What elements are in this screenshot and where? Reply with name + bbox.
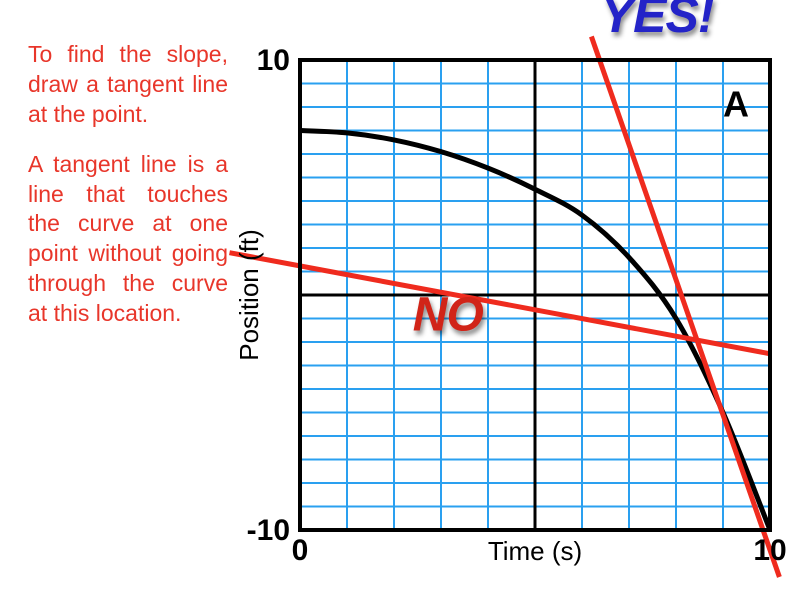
point-label-a: A [723, 83, 749, 124]
x-tick-label: 0 [292, 534, 309, 567]
y-axis-label: Position (ft) [234, 229, 264, 361]
tangent-line-correct [591, 37, 779, 578]
y-tick-label: -10 [247, 514, 290, 547]
x-axis-label: Time (s) [488, 536, 582, 566]
explanation-paragraph-1: To find the slope, draw a tangent line a… [28, 40, 228, 130]
tangent-line-incorrect [230, 253, 771, 354]
explanation-paragraph-2: A tangent line is a line that touches th… [28, 150, 228, 329]
chart-svg: 10-10010Time (s)Position (ft)AYES!NO [230, 30, 790, 570]
explanation-text: To find the slope, draw a tangent line a… [28, 40, 228, 349]
yes-label: YES! [601, 0, 714, 43]
page: To find the slope, draw a tangent line a… [0, 0, 800, 600]
no-label: NO [413, 288, 484, 341]
x-tick-label: 10 [753, 534, 786, 567]
tangent-chart: 10-10010Time (s)Position (ft)AYES!NO [230, 30, 790, 570]
y-tick-label: 10 [257, 44, 290, 77]
